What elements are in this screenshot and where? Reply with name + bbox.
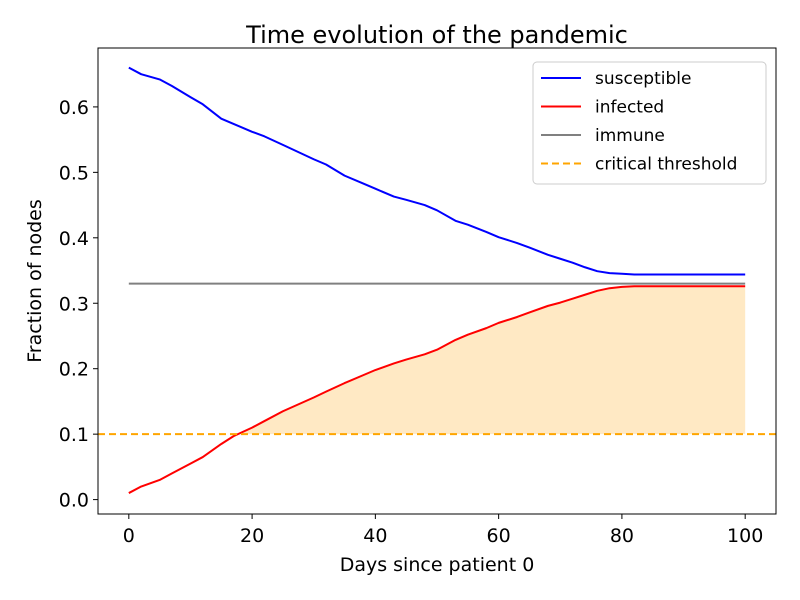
- chart-title: Time evolution of the pandemic: [245, 21, 628, 49]
- x-tick-label: 60: [487, 525, 511, 547]
- x-tick-label: 20: [240, 525, 264, 547]
- y-axis: 0.0 0.1 0.2 0.3 0.4 0.5 0.6: [59, 97, 98, 512]
- legend-label-susceptible: susceptible: [595, 69, 691, 89]
- x-axis: 0 20 40 60 80 100: [123, 514, 764, 547]
- x-axis-label: Days since patient 0: [340, 554, 535, 576]
- x-tick-label: 0: [123, 525, 135, 547]
- y-tick-label: 0.3: [59, 293, 89, 315]
- x-tick-label: 100: [727, 525, 763, 547]
- legend-label-infected: infected: [595, 98, 664, 118]
- y-axis-label: Fraction of nodes: [24, 199, 46, 363]
- fill-layer: [238, 286, 745, 434]
- y-tick-label: 0.0: [59, 490, 89, 512]
- x-tick-label: 40: [363, 525, 387, 547]
- y-tick-label: 0.5: [59, 162, 89, 184]
- legend: susceptible infected immune critical thresh…: [533, 62, 766, 184]
- y-tick-label: 0.2: [59, 359, 89, 381]
- x-tick-label: 80: [610, 525, 634, 547]
- y-tick-label: 0.1: [59, 424, 89, 446]
- legend-label-critical-threshold: critical threshold: [595, 155, 737, 175]
- legend-label-immune: immune: [595, 126, 665, 146]
- y-tick-label: 0.6: [59, 97, 89, 119]
- y-tick-label: 0.4: [59, 228, 89, 250]
- infected-above-threshold-fill: [238, 286, 745, 434]
